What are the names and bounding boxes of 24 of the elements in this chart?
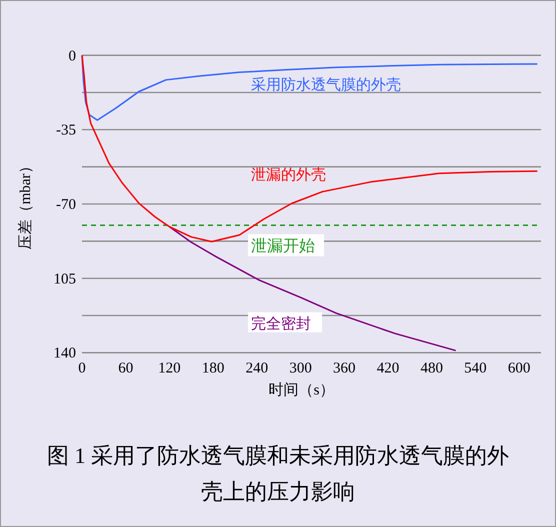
series-label: 完全密封 bbox=[251, 315, 312, 332]
x-tick-label: 180 bbox=[202, 360, 224, 377]
x-tick-label: 360 bbox=[333, 360, 356, 377]
y-tick-label: 140 bbox=[54, 346, 76, 362]
y-tick-label: 0 bbox=[68, 48, 76, 64]
x-tick-label: 120 bbox=[158, 360, 181, 377]
series-label: 采用防水透气膜的外壳 bbox=[251, 76, 402, 94]
y-tick-label: 105 bbox=[54, 271, 76, 288]
x-tick-label: 540 bbox=[464, 360, 487, 377]
x-tick-label: 480 bbox=[420, 360, 443, 377]
ref-line-label: 泄漏开始 bbox=[251, 237, 316, 256]
y-tick-label: -70 bbox=[56, 197, 76, 213]
x-tick-label: 420 bbox=[376, 360, 400, 377]
series-label: 泄漏的外壳 bbox=[251, 166, 326, 184]
line-series bbox=[168, 226, 457, 352]
y-tick-label: -35 bbox=[56, 122, 76, 139]
x-tick-label: 300 bbox=[289, 360, 312, 377]
x-tick-label: 60 bbox=[118, 360, 134, 377]
x-tick-label: 600 bbox=[508, 360, 530, 377]
y-axis-title: 压差（mbar） bbox=[17, 158, 34, 250]
x-axis-title: 时间（s） bbox=[268, 382, 334, 399]
text: 图 1 采用了防水透气膜和未采用防水透气膜的外壳上的压力影响 bbox=[46, 442, 510, 506]
x-tick-label: 0 bbox=[78, 360, 86, 377]
x-tick-label: 240 bbox=[246, 360, 268, 377]
